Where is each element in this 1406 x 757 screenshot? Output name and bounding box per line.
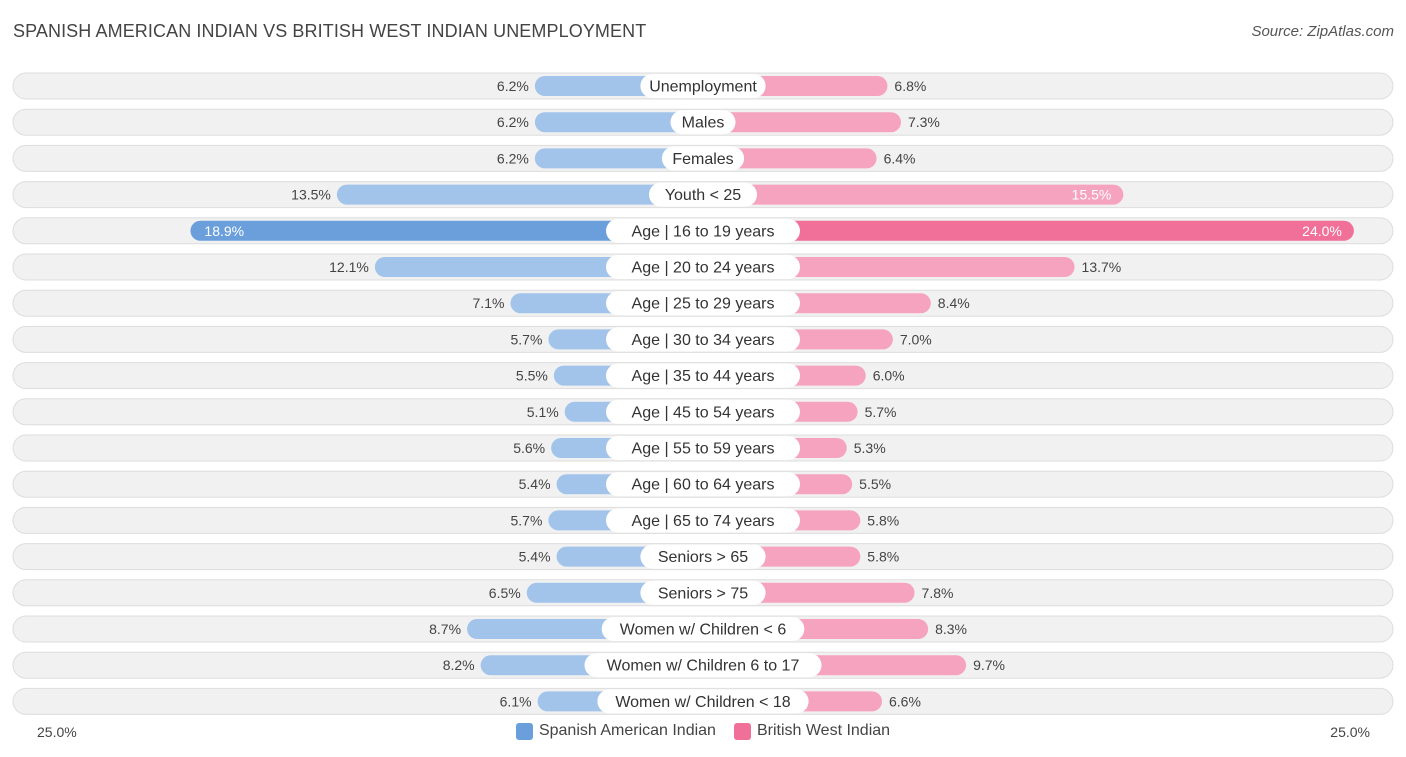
bar-right [703, 220, 1354, 241]
category-label: Age | 16 to 19 years [632, 223, 775, 240]
legend: Spanish American Indian British West Ind… [0, 722, 1406, 740]
value-label-left: 5.4% [519, 476, 551, 492]
category-label: Females [672, 151, 733, 168]
category-label: Age | 20 to 24 years [632, 260, 775, 277]
value-label-left: 5.1% [527, 404, 559, 420]
legend-item-left: Spanish American Indian [515, 722, 716, 740]
value-label-right: 8.4% [938, 295, 970, 311]
value-label-left: 6.2% [497, 150, 529, 166]
category-label: Women w/ Children < 6 [620, 622, 787, 639]
bar-right [703, 148, 877, 169]
value-label-right: 9.7% [973, 657, 1005, 673]
bar-right [703, 184, 1124, 205]
value-label-right: 5.7% [865, 404, 897, 420]
category-pill [606, 436, 800, 460]
value-label-right: 6.6% [889, 693, 921, 709]
value-label-right: 6.0% [873, 368, 905, 384]
value-label-right: 6.4% [884, 150, 916, 166]
category-pill [606, 327, 800, 352]
value-label-left: 5.7% [510, 331, 542, 347]
value-label-left: 6.2% [497, 114, 529, 130]
category-label: Seniors > 65 [658, 549, 748, 566]
value-label-right: 7.0% [900, 331, 932, 347]
legend-label-right: British West Indian [756, 722, 891, 739]
category-label: Males [682, 115, 725, 132]
category-pill [606, 255, 800, 279]
source-credit: Source: ZipAtlas.com [1251, 23, 1394, 40]
legend-swatch-right [733, 722, 751, 740]
category-label: Women w/ Children 6 to 17 [607, 658, 800, 675]
value-label-right: 5.5% [859, 476, 891, 492]
value-label-left: 5.6% [513, 440, 545, 456]
value-label-right: 6.8% [894, 78, 926, 94]
category-pill [584, 653, 822, 678]
category-pill [597, 689, 809, 714]
value-label-right: 5.8% [867, 549, 899, 565]
axis-right-label: 25.0% [1330, 724, 1370, 740]
category-label: Women w/ Children < 18 [615, 694, 790, 711]
category-label: Seniors > 75 [658, 585, 748, 602]
value-label-left: 7.1% [473, 295, 505, 311]
value-label-left: 8.2% [443, 657, 475, 673]
category-label: Age | 30 to 34 years [632, 332, 775, 349]
value-label-left: 6.5% [489, 585, 521, 601]
value-label-right: 13.7% [1082, 259, 1122, 275]
category-label: Age | 55 to 59 years [632, 441, 775, 458]
legend-label-left: Spanish American Indian [538, 722, 716, 739]
value-label-right: 5.3% [854, 440, 886, 456]
value-label-right: 7.3% [908, 114, 940, 130]
category-pill [606, 508, 800, 533]
value-label-left: 8.7% [429, 621, 461, 637]
value-label-left: 18.9% [204, 223, 244, 239]
category-label: Age | 25 to 29 years [632, 296, 775, 313]
category-pill [670, 110, 736, 135]
legend-swatch-left [515, 722, 533, 740]
value-label-left: 5.5% [516, 368, 548, 384]
value-label-left: 6.1% [500, 693, 532, 709]
legend-item-right: British West Indian [733, 722, 891, 740]
category-label: Unemployment [649, 79, 757, 96]
value-label-left: 5.7% [510, 512, 542, 528]
category-pill [649, 182, 757, 207]
value-label-right: 24.0% [1302, 223, 1342, 239]
value-label-left: 5.4% [519, 549, 551, 565]
category-label: Age | 65 to 74 years [632, 513, 775, 530]
value-label-right: 15.5% [1072, 187, 1112, 203]
value-label-right: 5.8% [867, 512, 899, 528]
category-label: Age | 60 to 64 years [632, 477, 775, 494]
category-label: Age | 35 to 44 years [632, 368, 775, 385]
value-label-right: 8.3% [935, 621, 967, 637]
category-pill [661, 146, 745, 171]
category-pill [606, 399, 800, 424]
axis-left-label: 25.0% [37, 724, 77, 740]
category-pill [606, 218, 800, 243]
value-label-left: 12.1% [329, 259, 369, 275]
category-pill [640, 74, 766, 98]
category-label: Youth < 25 [665, 187, 741, 204]
value-label-left: 6.2% [497, 78, 529, 94]
bar-left [534, 148, 703, 169]
category-label: Age | 45 to 54 years [632, 404, 775, 421]
category-pill [640, 544, 766, 569]
category-pill [606, 291, 800, 316]
category-pill [606, 472, 800, 497]
category-pill [606, 363, 800, 388]
bar-left [190, 220, 703, 241]
chart-title: SPANISH AMERICAN INDIAN VS BRITISH WEST … [13, 21, 647, 41]
category-pill [640, 580, 766, 605]
value-label-left: 13.5% [291, 187, 331, 203]
bar-left [534, 112, 703, 133]
value-label-right: 7.8% [922, 585, 954, 601]
category-pill [601, 617, 805, 641]
bar-left [336, 184, 703, 205]
bar-right [703, 112, 901, 133]
